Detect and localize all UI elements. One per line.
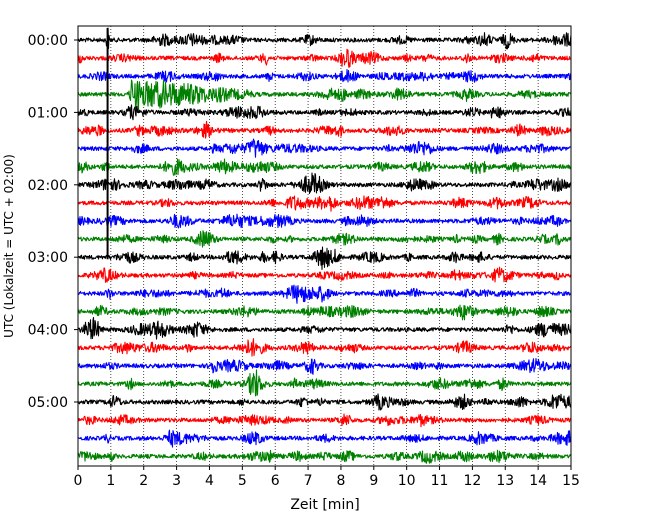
trace-line	[77, 393, 572, 411]
y-tick-label: 00:00	[28, 33, 68, 49]
trace-line	[77, 27, 572, 50]
x-tick-label: 1	[106, 473, 115, 489]
x-tick-label: 12	[463, 473, 481, 489]
trace-line	[77, 413, 572, 428]
x-tick-label: 5	[238, 473, 247, 489]
plot-frame	[77, 25, 572, 467]
x-tick-label: 14	[529, 473, 547, 489]
trace-line	[77, 357, 572, 375]
y-axis-ticks: 00:00 01:00 02:00 03:00 04:00 05:00	[28, 33, 78, 411]
grid-lines	[110, 26, 539, 466]
trace-line	[77, 138, 572, 158]
x-tick-label: 15	[562, 473, 580, 489]
trace-line	[77, 304, 572, 321]
y-tick-label: 05:00	[28, 395, 68, 411]
trace-line	[77, 172, 572, 195]
trace-line	[77, 338, 572, 357]
x-tick-label: 13	[496, 473, 514, 489]
y-tick-label: 04:00	[28, 323, 68, 339]
x-tick-label: 11	[431, 473, 449, 489]
trace-line	[77, 266, 572, 283]
y-tick-label: 03:00	[28, 250, 68, 266]
trace-line	[77, 369, 572, 397]
x-axis-ticks: 0 1 2 3 4 5 6 7 8 9 10 11 12 13 14 15	[74, 466, 580, 489]
trace-line	[77, 316, 572, 340]
y-tick-label: 01:00	[28, 105, 68, 121]
x-tick-label: 2	[139, 473, 148, 489]
x-tick-label: 7	[304, 473, 313, 489]
trace-line	[77, 449, 572, 464]
x-tick-label: 0	[74, 473, 83, 489]
trace-line	[77, 195, 572, 212]
x-tick-label: 6	[271, 473, 280, 489]
y-tick-label: 02:00	[28, 178, 68, 194]
x-tick-label: 8	[336, 473, 345, 489]
trace-line	[77, 429, 572, 448]
x-tick-label: 9	[369, 473, 378, 489]
trace-line	[77, 230, 572, 248]
x-tick-label: 10	[398, 473, 416, 489]
y-axis-label: UTC (Lokalzeit = UTC + 02:00)	[2, 154, 16, 338]
trace-line	[77, 48, 572, 68]
trace-line	[77, 213, 572, 229]
trace-line	[77, 68, 572, 83]
x-tick-label: 3	[172, 473, 181, 489]
trace-line	[77, 79, 572, 110]
trace-line	[77, 284, 572, 304]
x-axis-label: Zeit [min]	[290, 497, 359, 513]
trace-line	[77, 120, 572, 139]
trace-line	[77, 104, 572, 121]
trace-line	[77, 158, 572, 176]
x-tick-label: 4	[205, 473, 214, 489]
trace-line	[77, 246, 572, 270]
trace-series	[77, 27, 572, 464]
